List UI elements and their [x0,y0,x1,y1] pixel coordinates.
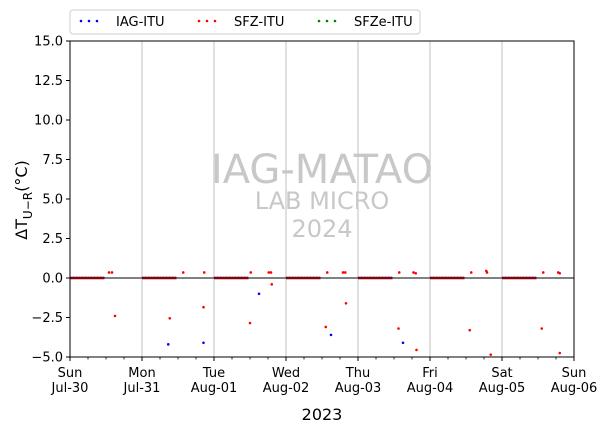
data-point-iag-itu [166,343,170,346]
data-point-sfz-itu [181,271,185,274]
data-point-sfz-itu [344,301,348,305]
data-point-sfz-itu [412,271,415,274]
grid-lines [141,41,503,357]
y-axis-label: ΔTU−R(°C) [12,160,35,240]
legend-marker [333,19,337,23]
y-tick-label: −2.5 [31,311,63,326]
data-point-sfz-itu [558,351,562,355]
x-tick-label: Wed Aug-02 [263,366,310,396]
legend-label: SFZ-ITU [234,15,284,30]
y-tick-label: 5.0 [42,193,63,208]
legend-label: SFZe-ITU [354,15,413,30]
x-axis-label: 2023 [302,405,343,424]
data-point-iag-itu [401,341,405,345]
legend: IAG-ITU SFZ-ITU SFZe-ITU [69,9,421,35]
legend-marker [213,19,217,23]
x-tick-label: Sun Jul-30 [51,366,89,396]
x-tick-label: Fri Aug-04 [407,366,454,396]
watermark: IAG-MATAO LAB MICRO 2024 [211,147,433,243]
data-point-sfz-itu [415,348,418,352]
legend-marker [317,19,321,23]
data-point-sfz-itu [168,316,172,320]
x-tick-label: Sun Aug-06 [551,366,598,396]
data-point-sfz-itu [468,328,472,332]
x-tick-label: Sat Aug-05 [479,366,526,396]
watermark-line2: LAB MICRO [255,187,390,215]
watermark-line3: 2024 [291,215,352,243]
y-tick-label: 2.5 [42,232,63,247]
legend-marker [197,19,201,23]
data-point-iag-itu [329,333,333,337]
legend-marker [205,19,209,23]
data-point-sfz-itu [324,325,328,329]
data-point-sfz-itu [248,321,252,325]
watermark-line1: IAG-MATAO [211,147,433,193]
data-point-iag-itu [257,292,261,296]
legend-marker [95,19,99,23]
x-axis: Sun Jul-30 Mon Jul-31 Tue Aug-01 Wed Aug-02 Thu A… [51,357,598,396]
data-point-sfz-itu [489,353,493,356]
data-point-sfz-itu [249,271,253,274]
y-tick-label: −5.0 [31,351,63,366]
data-point-sfz-itu [325,271,329,274]
data-point-sfz-itu [202,271,206,274]
data-point-sfz-itu [267,271,271,274]
y-axis: −5.0 −2.5 0.0 2.5 5.0 7.5 10.0 12.5 15.0 [31,35,70,366]
x-tick-label: Thu Aug-03 [335,366,382,396]
legend-marker [79,19,83,23]
data-points [107,269,562,356]
legend-box [69,9,421,35]
data-point-sfz-itu [113,314,117,318]
y-tick-label: 10.0 [34,114,63,129]
y-tick-label: 7.5 [42,153,63,168]
y-tick-label: 12.5 [34,74,63,89]
data-point-sfz-itu [558,271,562,275]
data-point-sfz-itu [540,327,544,330]
data-point-sfz-itu [469,271,473,274]
data-point-sfz-itu [485,271,489,274]
data-point-sfz-itu [397,271,401,274]
x-tick-label: Mon Jul-31 [123,366,161,396]
data-point-sfz-itu [343,271,347,274]
data-point-sfz-itu [110,271,114,274]
data-point-sfz-itu [269,271,273,274]
y-tick-label: 15.0 [34,35,63,50]
data-point-sfz-itu [270,283,274,286]
x-tick-label: Tue Aug-01 [191,366,238,396]
near-zero-segments [70,276,537,280]
data-point-sfz-itu [414,271,418,275]
data-point-iag-itu [202,341,205,345]
legend-marker [87,19,91,23]
data-point-sfz-itu [397,327,400,330]
data-point-sfz-itu [541,271,545,274]
y-tick-label: 0.0 [42,272,63,287]
data-point-sfz-itu [341,271,345,274]
legend-label: IAG-ITU [116,15,165,30]
legend-marker [325,19,329,23]
data-point-sfz-itu [202,305,205,309]
data-point-sfz-itu [107,271,111,274]
